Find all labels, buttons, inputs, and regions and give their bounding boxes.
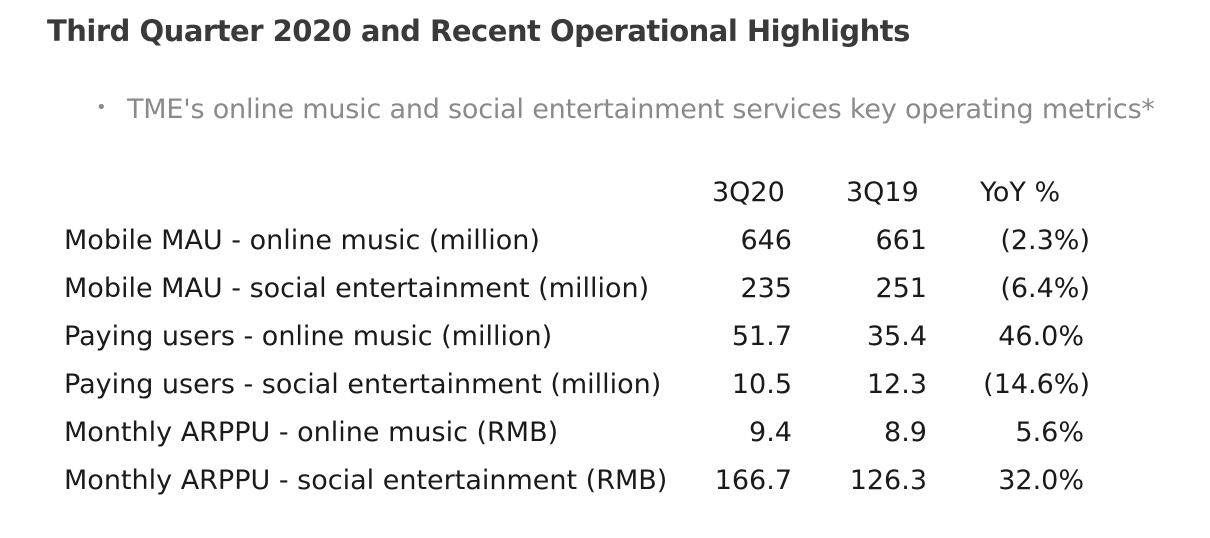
cell-3q20: 166.7 <box>714 465 792 496</box>
cell-yoy: 32.0% <box>998 465 1084 496</box>
row-label: Monthly ARPPU - social entertainment (RM… <box>64 465 668 496</box>
cell-yoy: (14.6%) <box>983 369 1090 400</box>
cell-yoy: 5.6% <box>1015 417 1084 448</box>
cell-3q20: 646 <box>740 225 792 256</box>
cell-3q19: 12.3 <box>866 369 927 400</box>
row-label: Paying users - social entertainment (mil… <box>64 369 662 400</box>
row-label: Paying users - online music (million) <box>64 321 553 352</box>
cell-3q19: 8.9 <box>884 417 927 448</box>
cell-3q20: 9.4 <box>749 417 792 448</box>
page-title: Third Quarter 2020 and Recent Operationa… <box>47 14 910 48</box>
cell-3q20: 10.5 <box>731 369 792 400</box>
bullet-text: TME's online music and social entertainm… <box>127 94 1155 125</box>
cell-yoy: (6.4%) <box>1000 273 1090 304</box>
row-label: Monthly ARPPU - online music (RMB) <box>64 417 559 448</box>
row-label: Mobile MAU - social entertainment (milli… <box>64 273 650 304</box>
row-label: Mobile MAU - online music (million) <box>64 225 540 256</box>
cell-3q20: 235 <box>740 273 792 304</box>
cell-3q19: 35.4 <box>866 321 927 352</box>
cell-yoy: 46.0% <box>998 321 1084 352</box>
cell-3q20: 51.7 <box>731 321 792 352</box>
bullet-dot-icon: • <box>96 97 107 118</box>
column-header-3q19: 3Q19 <box>846 177 919 208</box>
cell-3q19: 251 <box>875 273 927 304</box>
cell-3q19: 661 <box>875 225 927 256</box>
bullet-item: • TME's online music and social entertain… <box>96 94 1155 125</box>
cell-yoy: (2.3%) <box>1000 225 1090 256</box>
column-header-yoy: YoY % <box>980 177 1061 208</box>
cell-3q19: 126.3 <box>849 465 927 496</box>
column-header-3q20: 3Q20 <box>712 177 785 208</box>
